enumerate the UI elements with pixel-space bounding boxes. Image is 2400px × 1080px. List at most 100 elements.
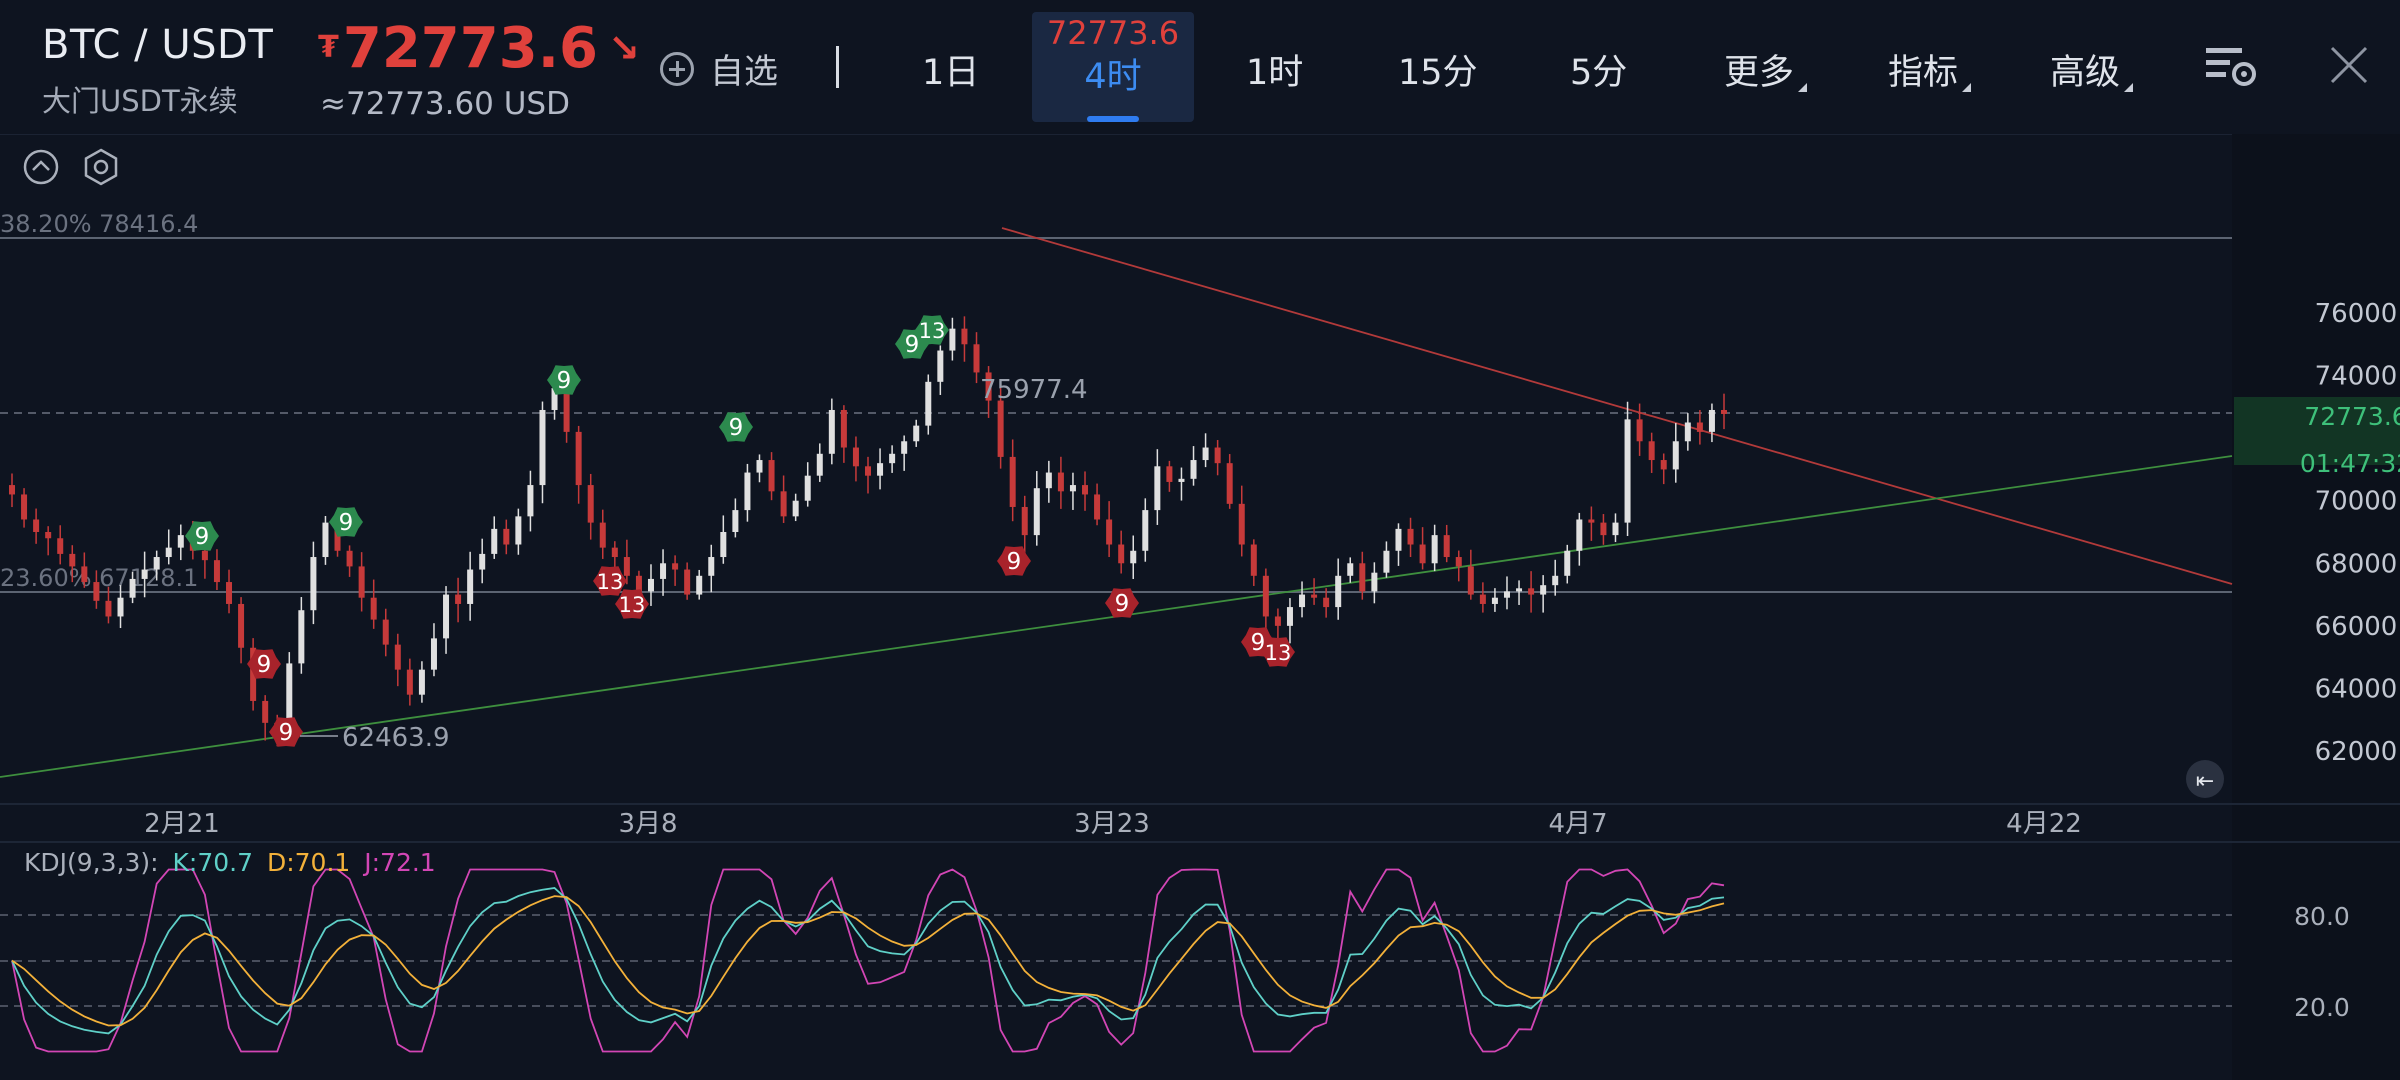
candle-body (913, 425, 920, 442)
candle-body (1190, 460, 1197, 479)
candle-body (997, 400, 1004, 457)
candle-body (1419, 544, 1426, 564)
candle-body (105, 600, 112, 617)
candle-body (1540, 585, 1547, 595)
candle-body (250, 647, 257, 701)
candle-body (611, 547, 618, 558)
candle-body (1214, 447, 1221, 464)
candle-body (756, 460, 763, 473)
signal-badge-number: 9 (1251, 630, 1266, 656)
candle-body (334, 522, 341, 551)
candle-body (985, 372, 992, 401)
candle-body (21, 494, 28, 520)
candle-body (1503, 591, 1510, 598)
candle-body (1323, 597, 1330, 608)
candle-body (45, 532, 52, 539)
candle-body (9, 485, 15, 495)
timeframe-active-label: 4时 (1084, 57, 1142, 97)
divider (836, 46, 839, 88)
timeframe-5m[interactable]: 5分 (1570, 53, 1628, 93)
candle-body (961, 328, 968, 345)
timeframe-1d[interactable]: 1日 (922, 53, 980, 93)
dropdown-corner-icon (1962, 83, 1972, 92)
signal-badge (615, 589, 649, 619)
candle-body (1696, 422, 1703, 432)
jump-latest-button[interactable] (2186, 760, 2224, 798)
add-favorite-button[interactable]: 自选 (660, 44, 778, 93)
candle-body (1250, 544, 1257, 576)
candle-body (720, 532, 727, 558)
candle-body (515, 516, 522, 545)
indicators-dropdown[interactable]: 指标 (1888, 44, 1972, 95)
candle-body (877, 463, 884, 476)
kdj-j-line (11, 868, 1725, 1053)
hexagon-settings-icon[interactable] (82, 148, 120, 186)
dropdown-corner-icon (2124, 83, 2134, 92)
candle-body (1431, 535, 1438, 564)
signal-badge (997, 546, 1031, 576)
candle-body (479, 553, 486, 570)
low-label: 62463.9 (342, 723, 450, 753)
candle-body (1154, 466, 1161, 511)
candle-body (937, 350, 944, 382)
candle-body (93, 582, 100, 601)
signal-badge-number: 13 (1265, 641, 1292, 665)
price-tick: 70000 (2315, 487, 2398, 517)
timeframe-4h[interactable]: 72773.6 4时 (1032, 12, 1194, 122)
chart-settings-icon[interactable] (2206, 44, 2258, 88)
candle-body (1130, 550, 1137, 564)
candle-body (1311, 594, 1318, 598)
candle-body (1455, 557, 1462, 567)
candle-body (81, 566, 88, 583)
candle-body (346, 550, 353, 567)
close-icon[interactable] (2328, 44, 2370, 86)
more-dropdown[interactable]: 更多 (1724, 44, 1808, 95)
signal-badge-number: 9 (1007, 549, 1022, 575)
signal-badge-number: 9 (339, 510, 354, 536)
candle-body (443, 594, 450, 639)
timeframe-1h[interactable]: 1时 (1246, 53, 1304, 93)
candle-body (358, 566, 365, 598)
signal-badge-number: 9 (279, 720, 294, 746)
candle-body (201, 550, 208, 561)
candle-body (1721, 409, 1727, 414)
collapse-up-icon[interactable] (22, 148, 60, 186)
price-tick: 76000 (2315, 299, 2398, 329)
candle-body (394, 644, 401, 670)
resistance-trendline (1001, 227, 2233, 585)
candle-body (1033, 488, 1040, 536)
candle-body (1082, 485, 1089, 495)
signal-badge (185, 521, 219, 551)
candle-body (1178, 478, 1185, 482)
candle-body (804, 475, 811, 501)
pair-title[interactable]: BTC / USDT (42, 22, 274, 68)
price-axis-panel (2232, 134, 2400, 1080)
signal-badge (1261, 637, 1295, 667)
candle-body (298, 610, 305, 664)
candle-body (1588, 519, 1595, 523)
date-tick: 4月22 (2006, 809, 2082, 839)
signal-badge-number: 9 (729, 415, 744, 441)
advanced-dropdown[interactable]: 高级 (2050, 44, 2134, 95)
kdj-d-line (11, 895, 1725, 1027)
candle-body (1479, 594, 1486, 604)
kdj-d-value: D:70.1 (266, 848, 351, 877)
signal-badge (915, 315, 949, 345)
candle-body (1648, 441, 1655, 461)
candle-body (503, 528, 510, 545)
last-price: ₮72773.6 ↘ (318, 16, 640, 81)
candle-body (1684, 422, 1691, 442)
candle-body (1094, 494, 1101, 520)
candle-body (1564, 550, 1571, 576)
candle-body (1069, 485, 1076, 492)
candle-body (852, 447, 859, 467)
timeframe-15m[interactable]: 15分 (1398, 53, 1478, 93)
kdj-j-value: J:72.1 (364, 848, 436, 877)
signal-badge (1241, 627, 1275, 657)
signal-badge (719, 412, 753, 442)
signal-badge-number: 13 (919, 319, 946, 343)
candle-body (1708, 409, 1715, 432)
candle-body (491, 528, 498, 554)
last-price-tag (2234, 397, 2400, 465)
